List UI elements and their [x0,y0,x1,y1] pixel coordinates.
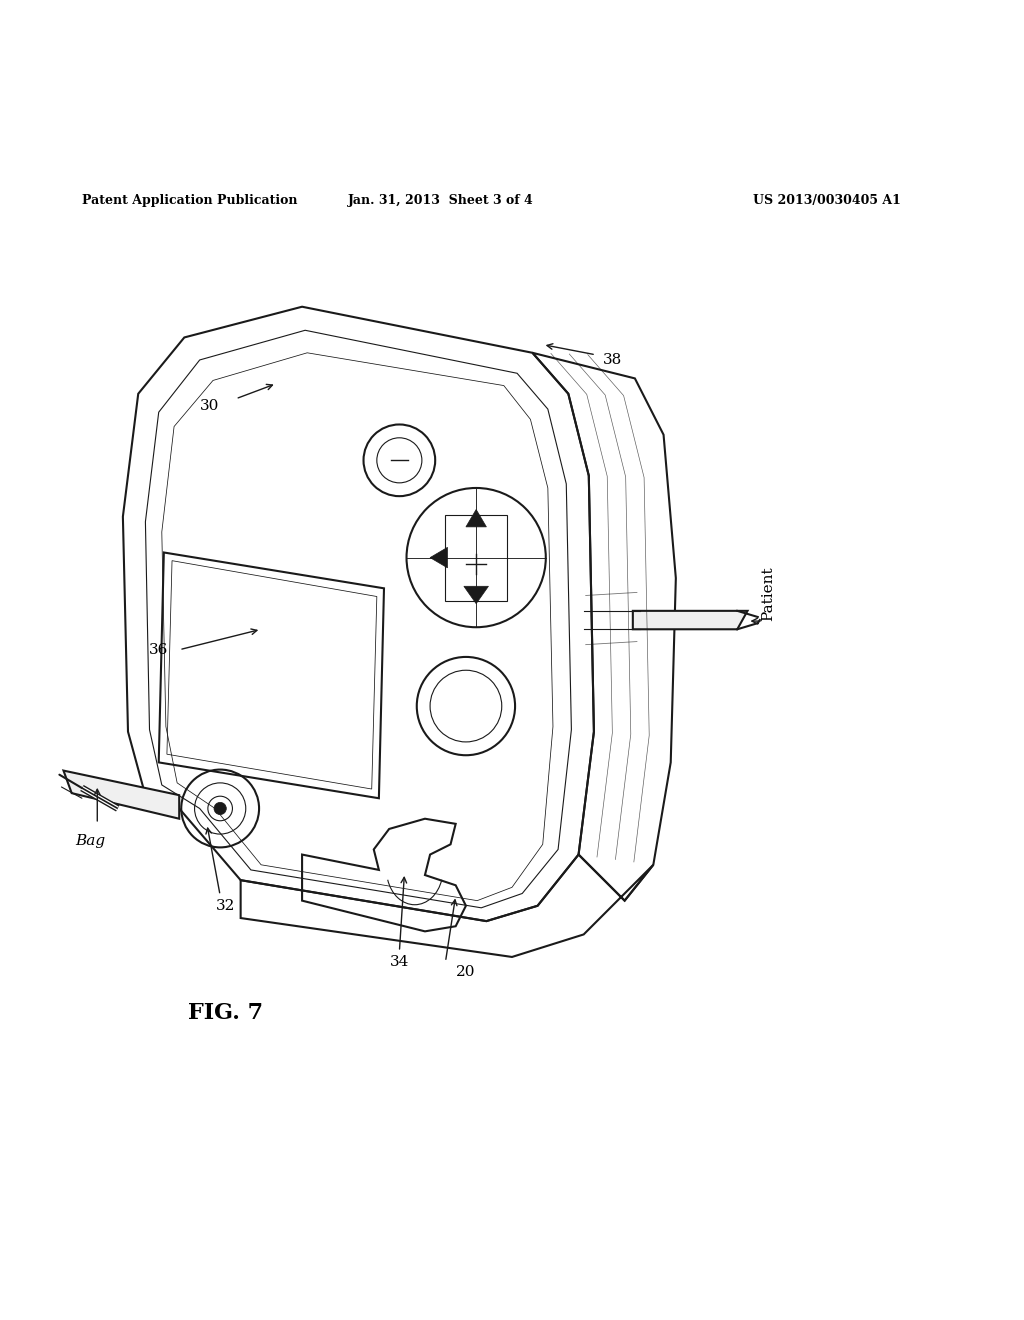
Polygon shape [633,611,748,630]
Text: Bag: Bag [75,834,105,847]
Text: 30: 30 [201,399,219,413]
Circle shape [214,803,226,814]
Text: 36: 36 [150,643,168,657]
Text: 20: 20 [456,965,476,979]
Polygon shape [464,586,488,603]
Polygon shape [466,510,486,527]
Text: US 2013/0030405 A1: US 2013/0030405 A1 [754,194,901,207]
Text: Patent Application Publication: Patent Application Publication [82,194,297,207]
Text: 38: 38 [603,352,622,367]
Text: Patient: Patient [761,566,775,622]
Text: Jan. 31, 2013  Sheet 3 of 4: Jan. 31, 2013 Sheet 3 of 4 [347,194,534,207]
Text: 32: 32 [216,899,234,912]
Polygon shape [63,771,179,818]
Text: FIG. 7: FIG. 7 [187,1002,263,1024]
Polygon shape [430,548,447,568]
Text: 34: 34 [390,956,409,969]
